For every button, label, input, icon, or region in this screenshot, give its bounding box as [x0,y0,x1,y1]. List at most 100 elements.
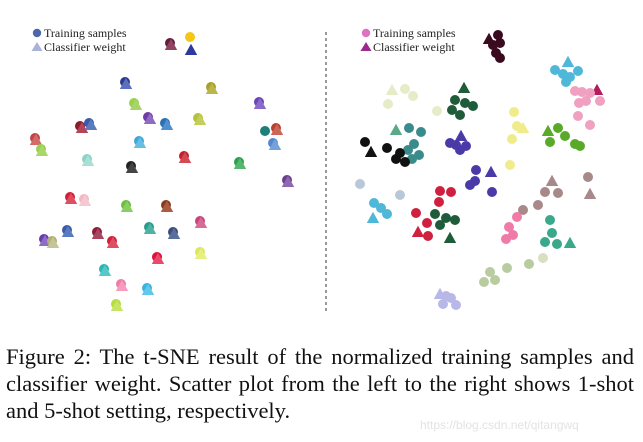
plot-2-training-sample-point [509,107,519,117]
figure-caption: Figure 2: The t-SNE result of the normal… [6,344,634,423]
plot-1-training-sample-point [185,32,195,42]
plot-1-classifier-weight-marker [84,118,98,130]
plot-2-training-sample-point [422,218,432,228]
plot-2-training-sample-point [540,237,550,247]
plot-2-training-sample-point [512,212,522,222]
plot-2-training-sample-point [451,300,461,310]
plot-2-training-sample-point [538,253,548,263]
plot-1-shot [29,32,295,311]
legend-right-circle-marker [361,28,371,38]
plot-2-training-sample-point [369,198,379,208]
plot-2-training-sample-point [471,165,481,175]
plot-1-classifier-weight-marker [75,121,89,133]
plot-2-training-sample-point [411,208,421,218]
plot-2-training-sample-point [423,231,433,241]
plot-1-classifier-weight-marker [106,236,120,248]
plot-1-classifier-weight-marker [133,136,147,148]
watermark: https://blog.csdn.net/qitangwq [420,418,579,432]
plot-2-classifier-weight-marker [457,81,471,93]
plot-1-classifier-weight-marker [233,157,247,169]
legend-right-weights-label: Classifier weight [373,40,455,54]
plot-2-training-sample-point [465,180,475,190]
plot-1-classifier-weight-marker [129,98,143,110]
plot-1-classifier-weight-marker [78,194,92,206]
plot-2-training-sample-point [505,160,515,170]
plot-2-training-sample-point [400,157,410,167]
plot-1-classifier-weight-marker [205,82,219,94]
plot-1-classifier-weight-marker [81,154,95,166]
tsne-figure: Training samples Classifier weight Train… [29,26,605,312]
plot-1-classifier-weight-marker [91,227,105,239]
plot-1-classifier-weight-marker [268,138,282,150]
plot-2-training-sample-point [487,187,497,197]
plot-1-classifier-weight-marker [178,151,192,163]
plot-2-training-sample-point [383,99,393,109]
plot-2-training-sample-point [447,105,457,115]
plot-1-classifier-weight-marker [160,118,174,130]
legend-right: Training samples Classifier weight [360,26,456,54]
plot-2-training-sample-point [573,66,583,76]
plot-2-training-sample-point [404,123,414,133]
plot-2-classifier-weight-marker [583,187,597,199]
plot-1-classifier-weight-marker [141,283,155,295]
legend-left-weights-label: Classifier weight [44,40,126,54]
legend-left-circle-marker [32,28,42,38]
plot-1-classifier-weight-marker [120,200,134,212]
plot-2-training-sample-point [585,120,595,130]
plot-2-training-sample-point [518,205,528,215]
plot-2-training-sample-point [545,137,555,147]
plot-2-training-sample-point [485,267,495,277]
plot-2-training-sample-point [540,187,550,197]
plot-2-training-sample-point [561,77,571,87]
plot-1-training-sample-point [260,126,270,136]
legend-left-samples-label: Training samples [44,26,127,40]
plot-2-training-sample-point [360,137,370,147]
legend-right-triangle-marker [360,42,372,51]
legend-left-triangle-marker [31,42,43,51]
plot-2-training-sample-point [501,234,511,244]
plot-1-classifier-weight-marker [98,264,112,276]
plot-2-training-sample-point [547,228,557,238]
legend-left: Training samples Classifier weight [31,26,127,54]
legend-right-samples-label: Training samples [373,26,456,40]
plot-2-training-sample-point [395,190,405,200]
plot-2-training-sample-point [504,222,514,232]
plot-2-training-sample-point [430,209,440,219]
plot-2-classifier-weight-marker [545,174,559,186]
plot-2-training-sample-point [432,106,442,116]
plot-1-classifier-weight-marker [61,225,75,237]
plot-2-training-sample-point [495,53,505,63]
plot-2-training-sample-point [577,87,587,97]
plot-2-classifier-weight-marker [389,123,403,135]
plot-2-classifier-weight-marker [563,236,577,248]
plot-2-training-sample-point [435,186,445,196]
plot-1-classifier-weight-marker [184,43,198,55]
plot-2-training-sample-point [455,110,465,120]
plot-2-training-sample-point [416,127,426,137]
plot-1-classifier-weight-marker [253,97,267,109]
plot-2-classifier-weight-marker [561,55,575,67]
plot-1-classifier-weight-marker [143,222,157,234]
plot-2-training-sample-point [581,96,591,106]
plot-2-classifier-weight-marker [454,129,468,141]
plot-2-training-sample-point [560,131,570,141]
plot-1-classifier-weight-marker [160,200,174,212]
plot-1-classifier-weight-marker [64,192,78,204]
plot-2-classifier-weight-marker [484,165,498,177]
plot-2-training-sample-point [545,215,555,225]
plot-1-classifier-weight-marker [110,299,124,311]
plot-2-training-sample-point [446,187,456,197]
plot-1-classifier-weight-marker [46,236,60,248]
plot-2-training-sample-point [435,220,445,230]
plot-2-training-sample-point [533,200,543,210]
plot-2-training-sample-point [400,84,410,94]
plot-2-training-sample-point [490,275,500,285]
plot-1-classifier-weight-marker [35,144,49,156]
plot-2-training-sample-point [550,65,560,75]
plot-2-training-sample-point [585,88,595,98]
plot-2-training-sample-point [502,263,512,273]
plot-2-training-sample-point [395,148,405,158]
plot-1-classifier-weight-marker [125,161,139,173]
plot-1-classifier-weight-marker [143,112,157,124]
plot-2-training-sample-point [441,213,451,223]
